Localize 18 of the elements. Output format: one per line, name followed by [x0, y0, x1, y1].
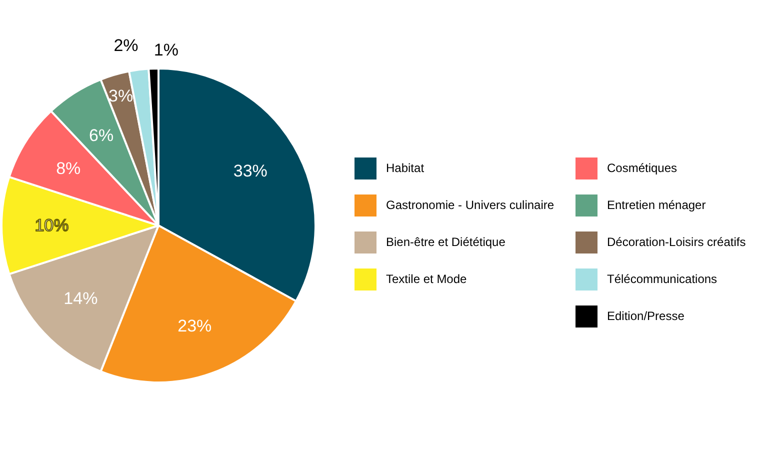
data-label: 6% [89, 126, 114, 145]
legend-label: Textile et Mode [386, 271, 467, 288]
legend-label: Gastronomie - Univers culinaire [386, 197, 554, 214]
legend-label: Bien-être et Diététique [386, 234, 506, 251]
data-label: 1% [154, 40, 179, 60]
data-label: 10% [34, 216, 69, 235]
legend-label: Télécommunications [607, 271, 718, 288]
legend-label: Entretien ménager [607, 197, 706, 214]
data-label: 33% [233, 162, 268, 181]
data-label: 23% [178, 316, 212, 336]
legend-label: Cosmétiques [607, 160, 678, 177]
legend-label: Habitat [386, 160, 424, 177]
data-label: 3% [108, 86, 134, 106]
legend-label: Edition/Presse [607, 308, 684, 325]
data-label: 14% [64, 289, 98, 308]
data-label: 8% [56, 158, 81, 178]
data-label: 2% [114, 36, 138, 55]
legend-label: Décoration-Loisirs créatifs [607, 234, 746, 251]
